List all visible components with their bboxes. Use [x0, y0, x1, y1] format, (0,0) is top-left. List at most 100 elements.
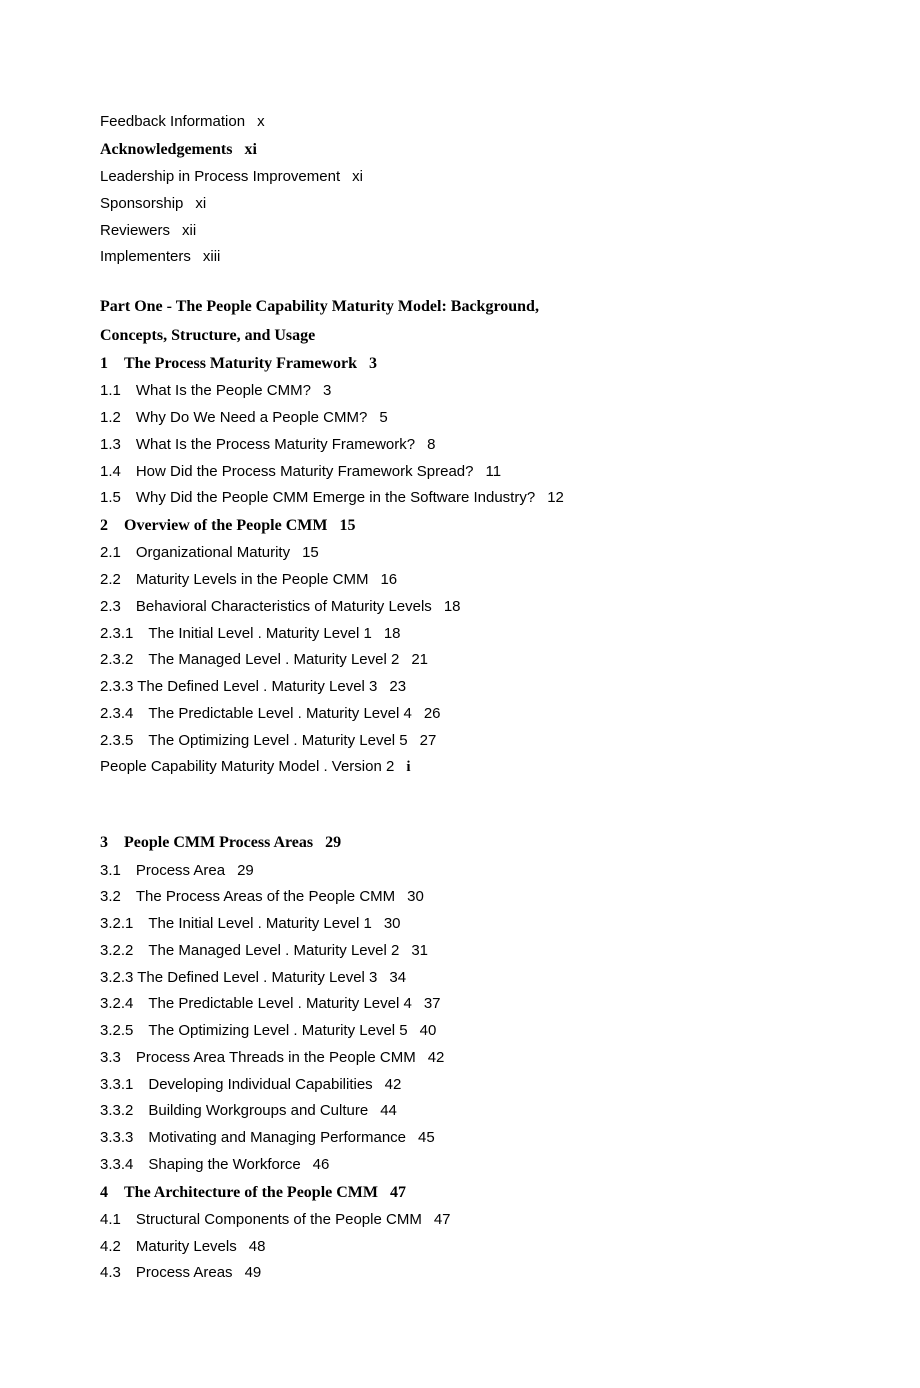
toc-entry-page: 47: [390, 1184, 406, 1201]
toc-entry-page: 23: [389, 678, 406, 695]
toc-entry-title: 1.2 Why Do We Need a People CMM?: [100, 409, 367, 426]
toc-entry-page: 30: [384, 915, 401, 932]
toc-entry-title: Feedback Information: [100, 113, 245, 130]
toc-entry: 1.2 Why Do We Need a People CMM? 5: [100, 406, 820, 431]
toc-entry-page: 15: [339, 517, 355, 534]
toc-entry: 3.3 Process Area Threads in the People C…: [100, 1046, 820, 1071]
toc-entry-page: xi: [244, 141, 256, 158]
toc-entry-title: 2.3.2 The Managed Level . Maturity Level…: [100, 651, 399, 668]
toc-entry-title: 3.2.4 The Predictable Level . Maturity L…: [100, 995, 412, 1012]
toc-entry-title: 4 The Architecture of the People CMM: [100, 1184, 378, 1201]
toc-entry-page: 5: [379, 409, 387, 426]
toc-entry-page: 8: [427, 436, 435, 453]
toc-entry: 1 The Process Maturity Framework3: [100, 351, 820, 377]
toc-entry-page: 37: [424, 995, 441, 1012]
toc-entry-title: 4.3 Process Areas: [100, 1264, 233, 1281]
toc-entry: 2.3.3 The Defined Level . Maturity Level…: [100, 675, 820, 700]
part-heading-line-1: Part One - The People Capability Maturit…: [100, 294, 820, 320]
toc-entry-title: 3.2.5 The Optimizing Level . Maturity Le…: [100, 1022, 408, 1039]
toc-entry: Sponsorshipxi: [100, 192, 820, 217]
toc-entry: Feedback Informationx: [100, 110, 820, 135]
toc-entry-title: 4.2 Maturity Levels: [100, 1238, 237, 1255]
toc-entry-title: Sponsorship: [100, 195, 183, 212]
toc-entry-title: 3 People CMM Process Areas: [100, 834, 313, 851]
toc-entry-page: 44: [380, 1102, 397, 1119]
toc-entry-title: 3.3.1 Developing Individual Capabilities: [100, 1076, 373, 1093]
toc-entry: 3.2.4 The Predictable Level . Maturity L…: [100, 992, 820, 1017]
toc-entry: 1.3 What Is the Process Maturity Framewo…: [100, 433, 820, 458]
toc-entry-page: xii: [182, 222, 196, 239]
toc-entry: 1.4 How Did the Process Maturity Framewo…: [100, 460, 820, 485]
toc-entry: 3.3.2 Building Workgroups and Culture44: [100, 1099, 820, 1124]
toc-entry-page: 11: [485, 463, 501, 480]
toc-entry: 2.3.4 The Predictable Level . Maturity L…: [100, 702, 820, 727]
toc-entry-title: 3.2.2 The Managed Level . Maturity Level…: [100, 942, 399, 959]
toc-entry-title: 1.5 Why Did the People CMM Emerge in the…: [100, 489, 535, 506]
toc-entry-page: 18: [444, 598, 461, 615]
toc-block-1: 1 The Process Maturity Framework3 1.1 Wha…: [100, 351, 820, 754]
document-page: Feedback InformationxAcknowledgementsxiL…: [0, 0, 920, 1388]
toc-entry: 4.1 Structural Components of the People …: [100, 1208, 820, 1233]
toc-entry: 2.1 Organizational Maturity 15: [100, 541, 820, 566]
toc-entry-page: 18: [384, 625, 401, 642]
toc-entry-page: 15: [302, 544, 319, 561]
toc-entry-title: 2.1 Organizational Maturity: [100, 544, 290, 561]
footer-text: People Capability Maturity Model . Versi…: [100, 758, 394, 775]
toc-entry-page: 40: [420, 1022, 437, 1039]
toc-entry-page: 3: [323, 382, 331, 399]
toc-entry: 2 Overview of the People CMM 15: [100, 513, 820, 539]
toc-entry-title: 3.3.3 Motivating and Managing Performanc…: [100, 1129, 406, 1146]
toc-entry-title: 1.1 What Is the People CMM?: [100, 382, 311, 399]
toc-entry-page: 31: [411, 942, 428, 959]
toc-entry-page: 21: [411, 651, 428, 668]
toc-entry-title: 3.1 Process Area: [100, 862, 225, 879]
toc-entry-title: 1.4 How Did the Process Maturity Framewo…: [100, 463, 473, 480]
toc-entry: 2.3.2 The Managed Level . Maturity Level…: [100, 648, 820, 673]
toc-entry-page: 34: [389, 969, 406, 986]
toc-entry: 2.2 Maturity Levels in the People CMM16: [100, 568, 820, 593]
toc-entry-title: 2.3.5 The Optimizing Level . Maturity Le…: [100, 732, 408, 749]
toc-entry-title: 2.3.3 The Defined Level . Maturity Level…: [100, 678, 377, 695]
toc-entry: Implementers xiii: [100, 245, 820, 270]
toc-entry: 3.1 Process Area 29: [100, 859, 820, 884]
toc-entry: 2.3 Behavioral Characteristics of Maturi…: [100, 595, 820, 620]
toc-entry-page: 47: [434, 1211, 451, 1228]
toc-entry-page: 12: [547, 489, 564, 506]
spacer: [100, 272, 820, 294]
toc-entry: 3.2.3 The Defined Level . Maturity Level…: [100, 966, 820, 991]
toc-entry: 3.2.2 The Managed Level . Maturity Level…: [100, 939, 820, 964]
toc-entry: 1.5 Why Did the People CMM Emerge in the…: [100, 486, 820, 511]
toc-entry-title: Leadership in Process Improvement: [100, 168, 340, 185]
toc-entry-title: 2.3.1 The Initial Level . Maturity Level…: [100, 625, 372, 642]
toc-entry: 2.3.5 The Optimizing Level . Maturity Le…: [100, 729, 820, 754]
toc-entry-page: xiii: [203, 248, 221, 265]
toc-entry-title: 4.1 Structural Components of the People …: [100, 1211, 422, 1228]
part-heading-line-2: Concepts, Structure, and Usage: [100, 323, 820, 349]
toc-entry-title: 3.3.4 Shaping the Workforce: [100, 1156, 301, 1173]
toc-entry-title: 3.2.1 The Initial Level . Maturity Level…: [100, 915, 372, 932]
toc-entry-page: 16: [380, 571, 397, 588]
toc-entry: 3.3.1 Developing Individual Capabilities…: [100, 1073, 820, 1098]
toc-entry: 3.2.5 The Optimizing Level . Maturity Le…: [100, 1019, 820, 1044]
toc-entry-title: Implementers: [100, 248, 191, 265]
toc-entry: 3.3.3 Motivating and Managing Performanc…: [100, 1126, 820, 1151]
toc-entry-page: 27: [420, 732, 437, 749]
toc-entry-title: 2 Overview of the People CMM: [100, 517, 327, 534]
toc-entry-page: xi: [352, 168, 363, 185]
toc-entry-page: 45: [418, 1129, 435, 1146]
toc-entry-title: Acknowledgements: [100, 141, 232, 158]
footer-page: i: [406, 759, 410, 775]
running-footer: People Capability Maturity Model . Versi…: [100, 755, 820, 780]
toc-entry-page: 29: [325, 834, 341, 851]
toc-entry: Leadership in Process Improvement xi: [100, 165, 820, 190]
toc-entry: 2.3.1 The Initial Level . Maturity Level…: [100, 622, 820, 647]
toc-entry-page: 30: [407, 888, 424, 905]
toc-entry: 4.3 Process Areas49: [100, 1261, 820, 1286]
toc-entry: 4.2 Maturity Levels48: [100, 1235, 820, 1260]
toc-entry: 3.3.4 Shaping the Workforce46: [100, 1153, 820, 1178]
toc-entry-page: 29: [237, 862, 254, 879]
toc-entry-page: 3: [369, 355, 377, 372]
toc-entry: Acknowledgements xi: [100, 137, 820, 163]
toc-entry: 4 The Architecture of the People CMM 47: [100, 1180, 820, 1206]
toc-entry-page: 42: [428, 1049, 445, 1066]
